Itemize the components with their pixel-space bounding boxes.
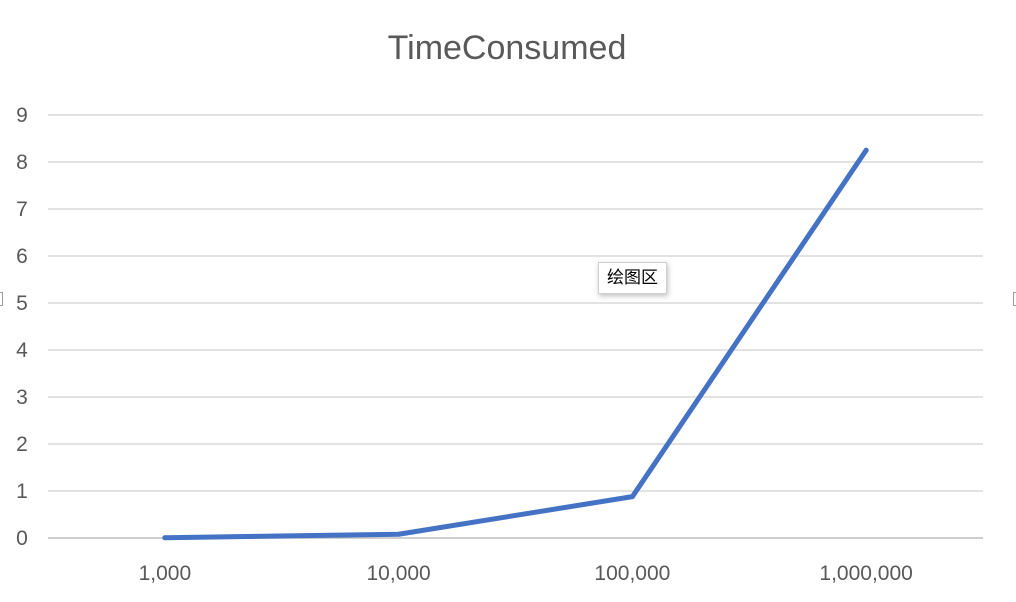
plot-area[interactable] [162,147,869,541]
series-line[interactable] [162,147,869,541]
x-tick-label: 10,000 [367,562,431,585]
y-tick-label: 4 [16,339,28,362]
x-tick-label: 1,000 [139,562,192,585]
y-tick-label: 2 [16,433,28,456]
chart-title: TimeConsumed [388,29,627,67]
data-point[interactable] [863,147,869,153]
y-tick-label: 5 [16,292,28,315]
data-point[interactable] [629,494,635,500]
y-axis-labels: 0 1 2 3 4 5 6 7 8 9 [16,104,28,550]
plot-area-tooltip: 绘图区 [598,262,667,294]
y-tick-label: 6 [16,245,28,268]
x-axis-labels: 1,000 10,000 100,000 1,000,000 [139,562,913,585]
y-tick-label: 9 [16,104,28,127]
left-resize-handle[interactable] [0,292,3,306]
right-resize-handle[interactable] [1013,292,1016,306]
x-tick-label: 100,000 [594,562,670,585]
gridlines [48,114,983,539]
y-tick-label: 7 [16,198,28,221]
y-tick-label: 0 [16,527,28,550]
data-point[interactable] [396,531,402,537]
y-tick-label: 1 [16,480,28,503]
y-tick-label: 3 [16,386,28,409]
y-tick-label: 8 [16,151,28,174]
x-tick-label: 1,000,000 [819,562,912,585]
data-point[interactable] [162,535,168,541]
